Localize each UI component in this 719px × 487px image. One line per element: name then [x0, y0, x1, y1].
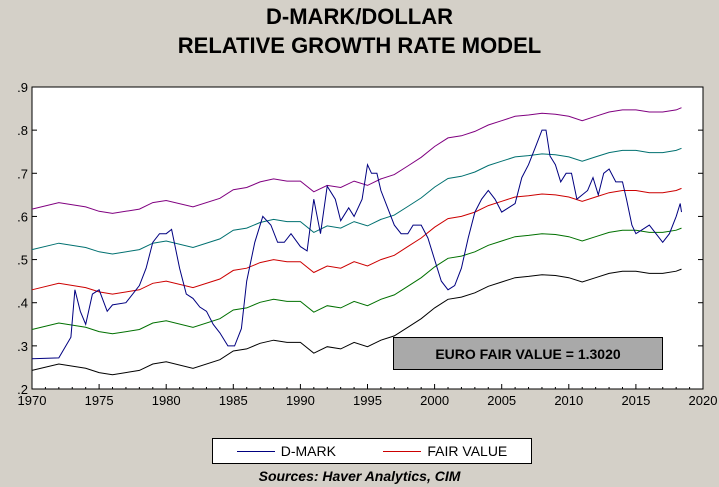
x-tick-label: 1970	[18, 393, 47, 408]
legend-label-fair-value: FAIR VALUE	[427, 443, 508, 459]
band-line-1	[31, 268, 682, 376]
chart-title-line2: RELATIVE GROWTH RATE MODEL	[177, 33, 542, 58]
fair-value-annotation: EURO FAIR VALUE = 1.3020	[393, 337, 663, 370]
x-tick-label: 1985	[219, 393, 248, 408]
band-line-2	[31, 227, 682, 335]
legend-entry-dmark: D-MARK	[236, 443, 336, 459]
band-line-3	[31, 147, 682, 255]
x-tick-label: 1980	[152, 393, 181, 408]
x-tick-label: 2005	[487, 393, 516, 408]
chart-title: D-MARK/DOLLAR RELATIVE GROWTH RATE MODEL	[0, 2, 719, 60]
legend-label-dmark: D-MARK	[280, 443, 336, 459]
y-tick-label: .5	[17, 253, 28, 268]
legend-entry-fair-value: FAIR VALUE	[383, 443, 507, 459]
legend: D-MARK FAIR VALUE	[212, 438, 532, 464]
chart-title-line1: D-MARK/DOLLAR	[266, 4, 453, 29]
y-tick-label: .9	[17, 80, 28, 95]
dmark-layer	[31, 129, 682, 360]
bands-layer	[31, 107, 682, 376]
x-tick-label: 1995	[353, 393, 382, 408]
x-tick-label: 2000	[420, 393, 449, 408]
x-tick-label: 1990	[286, 393, 315, 408]
y-tick-label: .3	[17, 339, 28, 354]
y-tick-label: .6	[17, 209, 28, 224]
y-tick-label: .2	[17, 382, 28, 397]
x-tick-label: 1975	[85, 393, 114, 408]
source-note: Sources: Haver Analytics, CIM	[258, 468, 461, 484]
band-line-4	[31, 107, 682, 214]
y-tick-label: .7	[17, 166, 28, 181]
legend-swatch-fair-value	[383, 450, 422, 452]
y-axis: .2 .3 .4 .5 .6 .7 .8 .9	[17, 80, 703, 397]
fair-value-line	[31, 187, 682, 295]
y-tick-label: .4	[17, 296, 28, 311]
dmark-line	[31, 129, 682, 360]
x-tick-label: 2015	[621, 393, 650, 408]
fair-value-layer	[31, 187, 682, 295]
x-tick-label: 2010	[554, 393, 583, 408]
x-axis: 1970 1975 1980 1985 1990 1995 2000 2005 2010 2015…	[18, 384, 718, 408]
legend-swatch-dmark	[236, 450, 275, 452]
y-tick-label: .8	[17, 123, 28, 138]
x-tick-label: 2020	[689, 393, 718, 408]
